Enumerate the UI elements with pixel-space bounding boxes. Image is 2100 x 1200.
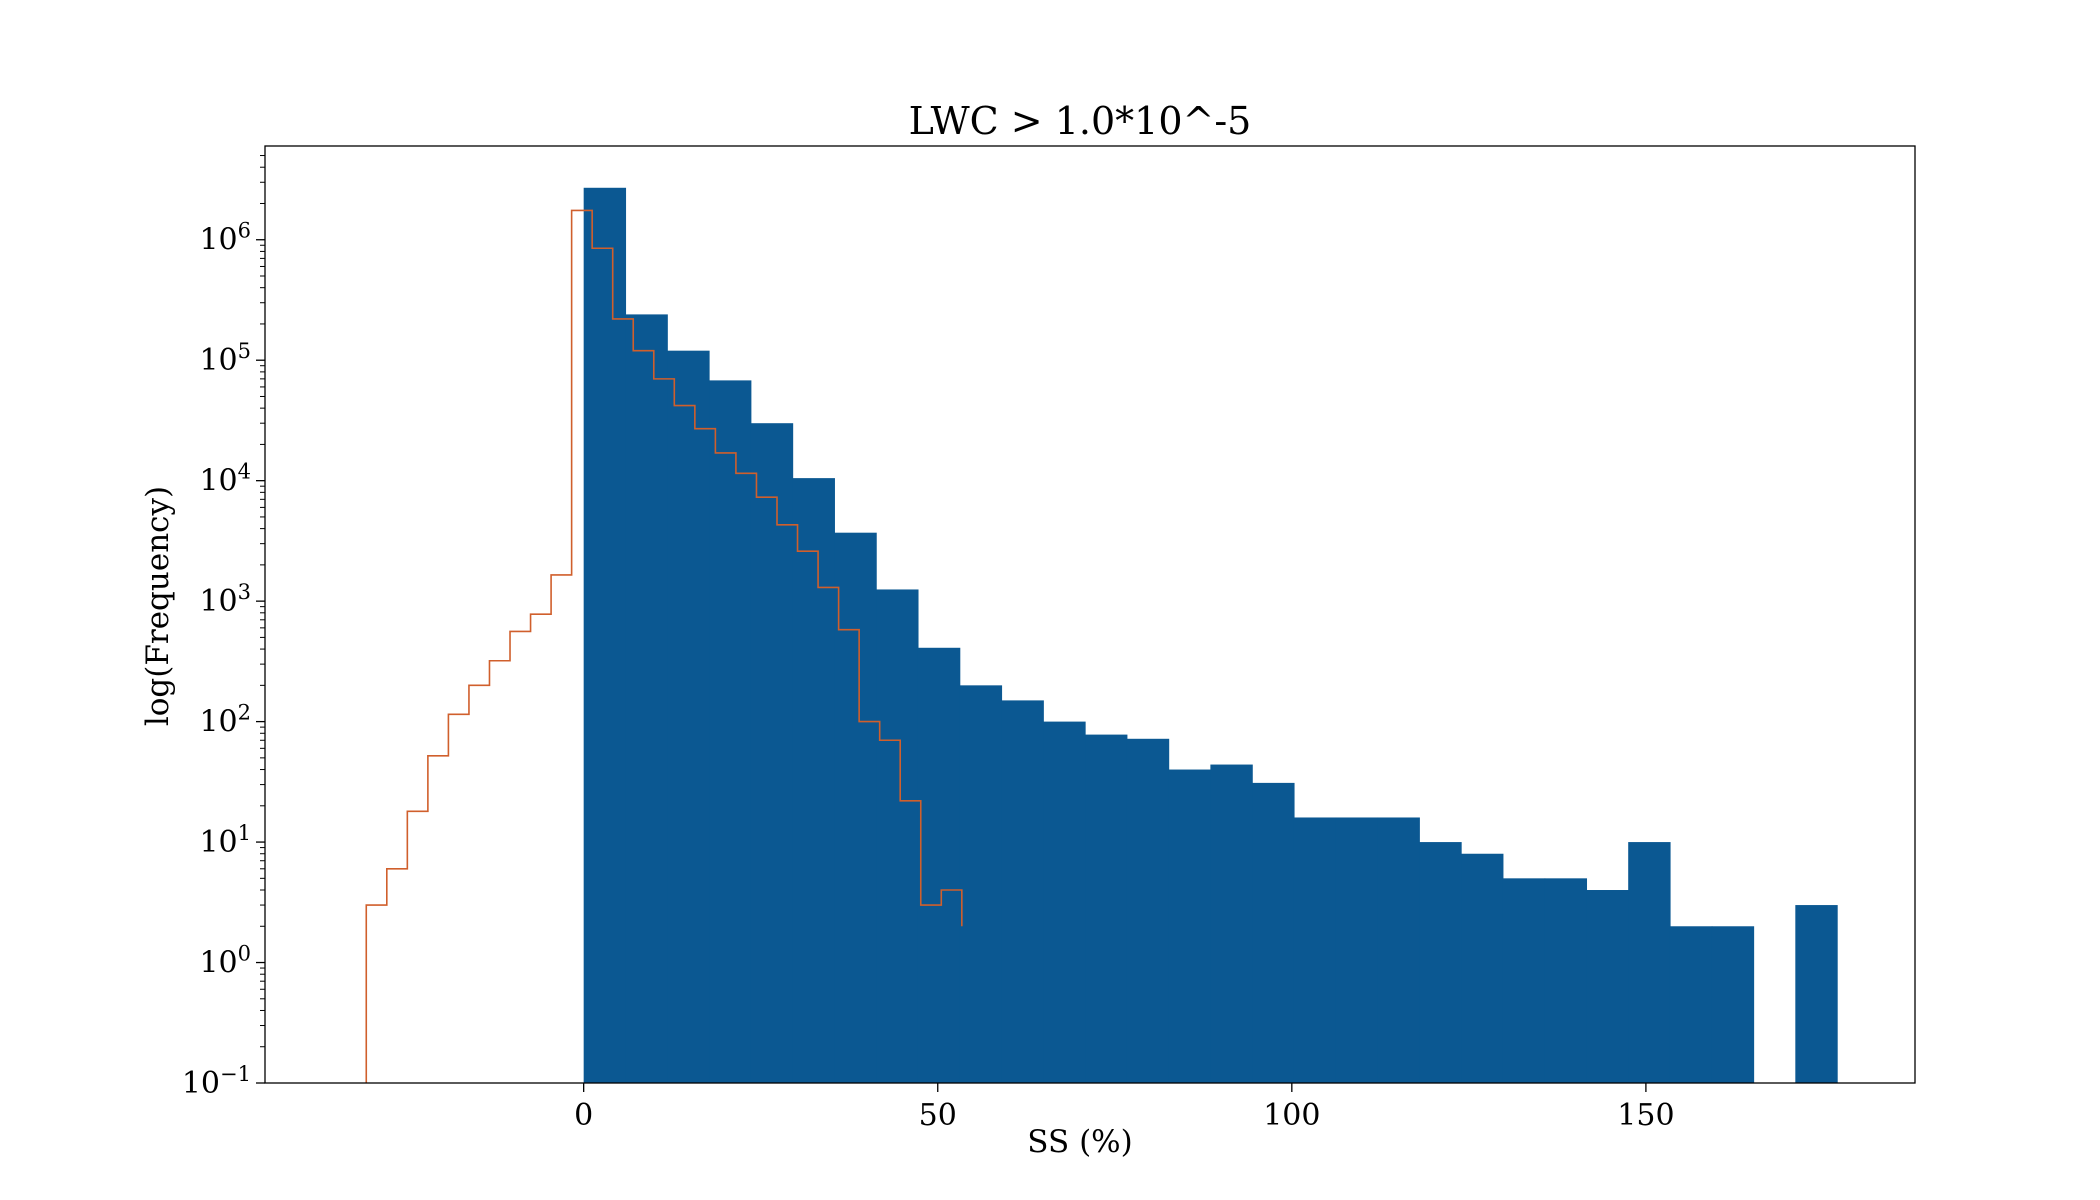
x-tick-label: 50 <box>919 1098 957 1133</box>
bar <box>959 685 1003 1083</box>
y-tick-label: 10−1 <box>182 1062 251 1101</box>
bar <box>750 423 794 1083</box>
bar <box>1001 700 1044 1083</box>
bar <box>1711 926 1755 1083</box>
bar <box>1586 890 1629 1083</box>
orange-step-series <box>365 209 963 1083</box>
y-axis: 10−1 100 101 102 103 104 105 106 <box>182 155 265 1101</box>
x-tick-label: 0 <box>574 1098 593 1133</box>
bar <box>876 589 919 1083</box>
bar <box>1377 817 1420 1083</box>
chart-title: LWC > 1.0*10^-5 <box>909 99 1252 143</box>
bar <box>917 647 961 1083</box>
bar <box>1085 734 1128 1083</box>
bar <box>1419 842 1462 1083</box>
x-axis-label: SS (%) <box>1027 1124 1132 1160</box>
bar <box>834 532 877 1083</box>
x-tick-label: 150 <box>1617 1098 1674 1133</box>
bar <box>1669 926 1713 1083</box>
bar <box>583 187 627 1083</box>
y-tick-label: 104 <box>199 460 251 499</box>
bar <box>1168 769 1211 1083</box>
y-tick-label: 105 <box>199 339 251 378</box>
blue-bars <box>583 187 1838 1083</box>
bar <box>1461 853 1504 1083</box>
bar <box>1210 764 1253 1083</box>
bar <box>1252 782 1295 1083</box>
y-tick-label: 102 <box>199 701 251 740</box>
plot-frame <box>264 145 1916 1084</box>
bar <box>1293 817 1337 1083</box>
y-tick-label: 100 <box>199 942 251 981</box>
y-tick-label: 103 <box>199 580 251 619</box>
bar <box>1335 817 1379 1083</box>
bar <box>1126 738 1170 1083</box>
x-tick-label: 100 <box>1263 1098 1320 1133</box>
bar <box>1502 878 1546 1083</box>
bar <box>667 350 710 1083</box>
bar <box>709 380 752 1083</box>
x-axis: 0 50 100 150 <box>574 1083 1675 1133</box>
y-tick-label: 106 <box>199 219 251 258</box>
bar <box>1628 842 1671 1083</box>
bar <box>792 478 835 1083</box>
bar <box>1043 721 1086 1083</box>
y-axis-label: log(Frequency) <box>140 486 176 726</box>
bar <box>625 314 668 1083</box>
y-tick-label: 101 <box>199 821 251 860</box>
bar <box>1544 878 1588 1083</box>
bar <box>1795 905 1838 1083</box>
